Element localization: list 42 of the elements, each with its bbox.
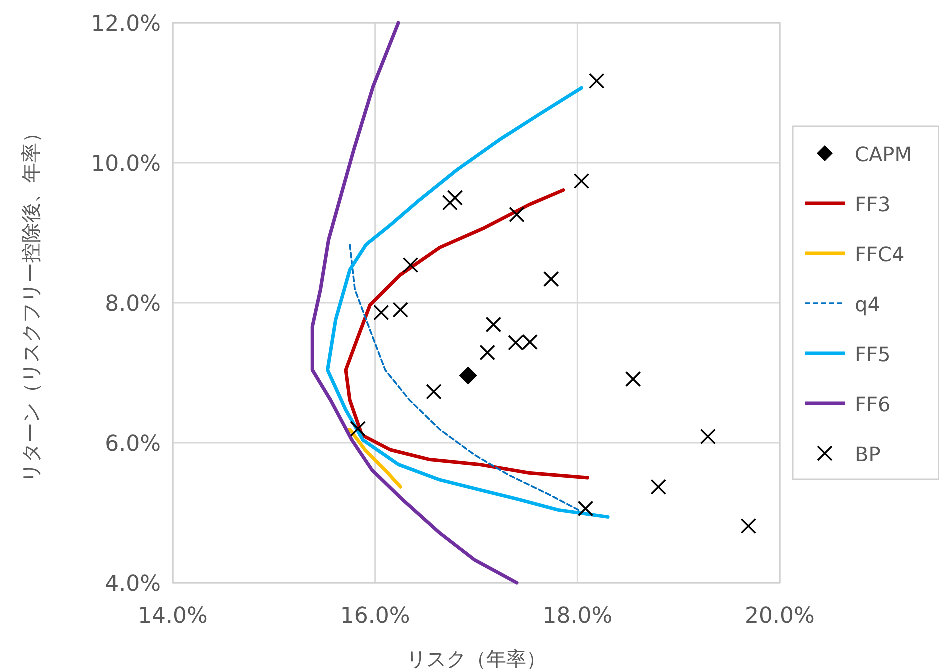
legend-label: FF3 bbox=[855, 192, 891, 216]
y-tick-label: 6.0% bbox=[105, 432, 161, 457]
point bbox=[486, 316, 502, 333]
x-tick-label: 18.0% bbox=[542, 604, 613, 629]
y-tick-label: 4.0% bbox=[105, 572, 161, 597]
point bbox=[588, 73, 605, 89]
point bbox=[543, 271, 560, 288]
legend-label: FF5 bbox=[855, 342, 891, 366]
point bbox=[426, 384, 442, 400]
line-series bbox=[344, 188, 590, 480]
x-tick-label: 20.0% bbox=[745, 604, 815, 629]
line-series bbox=[348, 428, 402, 489]
point bbox=[650, 479, 666, 495]
x-axis-title: リスク（年率） bbox=[406, 647, 546, 671]
point bbox=[578, 500, 594, 517]
point bbox=[459, 366, 478, 385]
legend-label: CAPM bbox=[855, 142, 912, 166]
point bbox=[740, 518, 757, 534]
y-tick-label: 12.0% bbox=[91, 12, 161, 37]
point bbox=[442, 195, 458, 211]
point bbox=[480, 344, 496, 361]
y-tick-label: 8.0% bbox=[105, 292, 161, 317]
point bbox=[350, 421, 366, 437]
line-series bbox=[326, 86, 610, 519]
x-tick-label: 14.0% bbox=[138, 604, 208, 629]
point bbox=[447, 190, 464, 206]
point bbox=[509, 206, 525, 223]
y-axis-title: リターン（リスクフリー控除後、年率） bbox=[19, 123, 43, 483]
point bbox=[700, 428, 716, 445]
line-series bbox=[310, 21, 519, 585]
legend-label: q4 bbox=[855, 292, 880, 316]
x-tick-label: 16.0% bbox=[340, 604, 410, 629]
point bbox=[402, 257, 419, 274]
legend-label: FF6 bbox=[855, 392, 891, 416]
point bbox=[392, 302, 409, 318]
point bbox=[374, 304, 390, 321]
y-tick-label: 10.0% bbox=[91, 152, 161, 177]
legend-label: BP bbox=[855, 442, 881, 466]
line-series bbox=[349, 244, 580, 512]
point bbox=[574, 173, 590, 190]
point bbox=[625, 371, 642, 388]
legend-label: FFC4 bbox=[855, 242, 905, 266]
